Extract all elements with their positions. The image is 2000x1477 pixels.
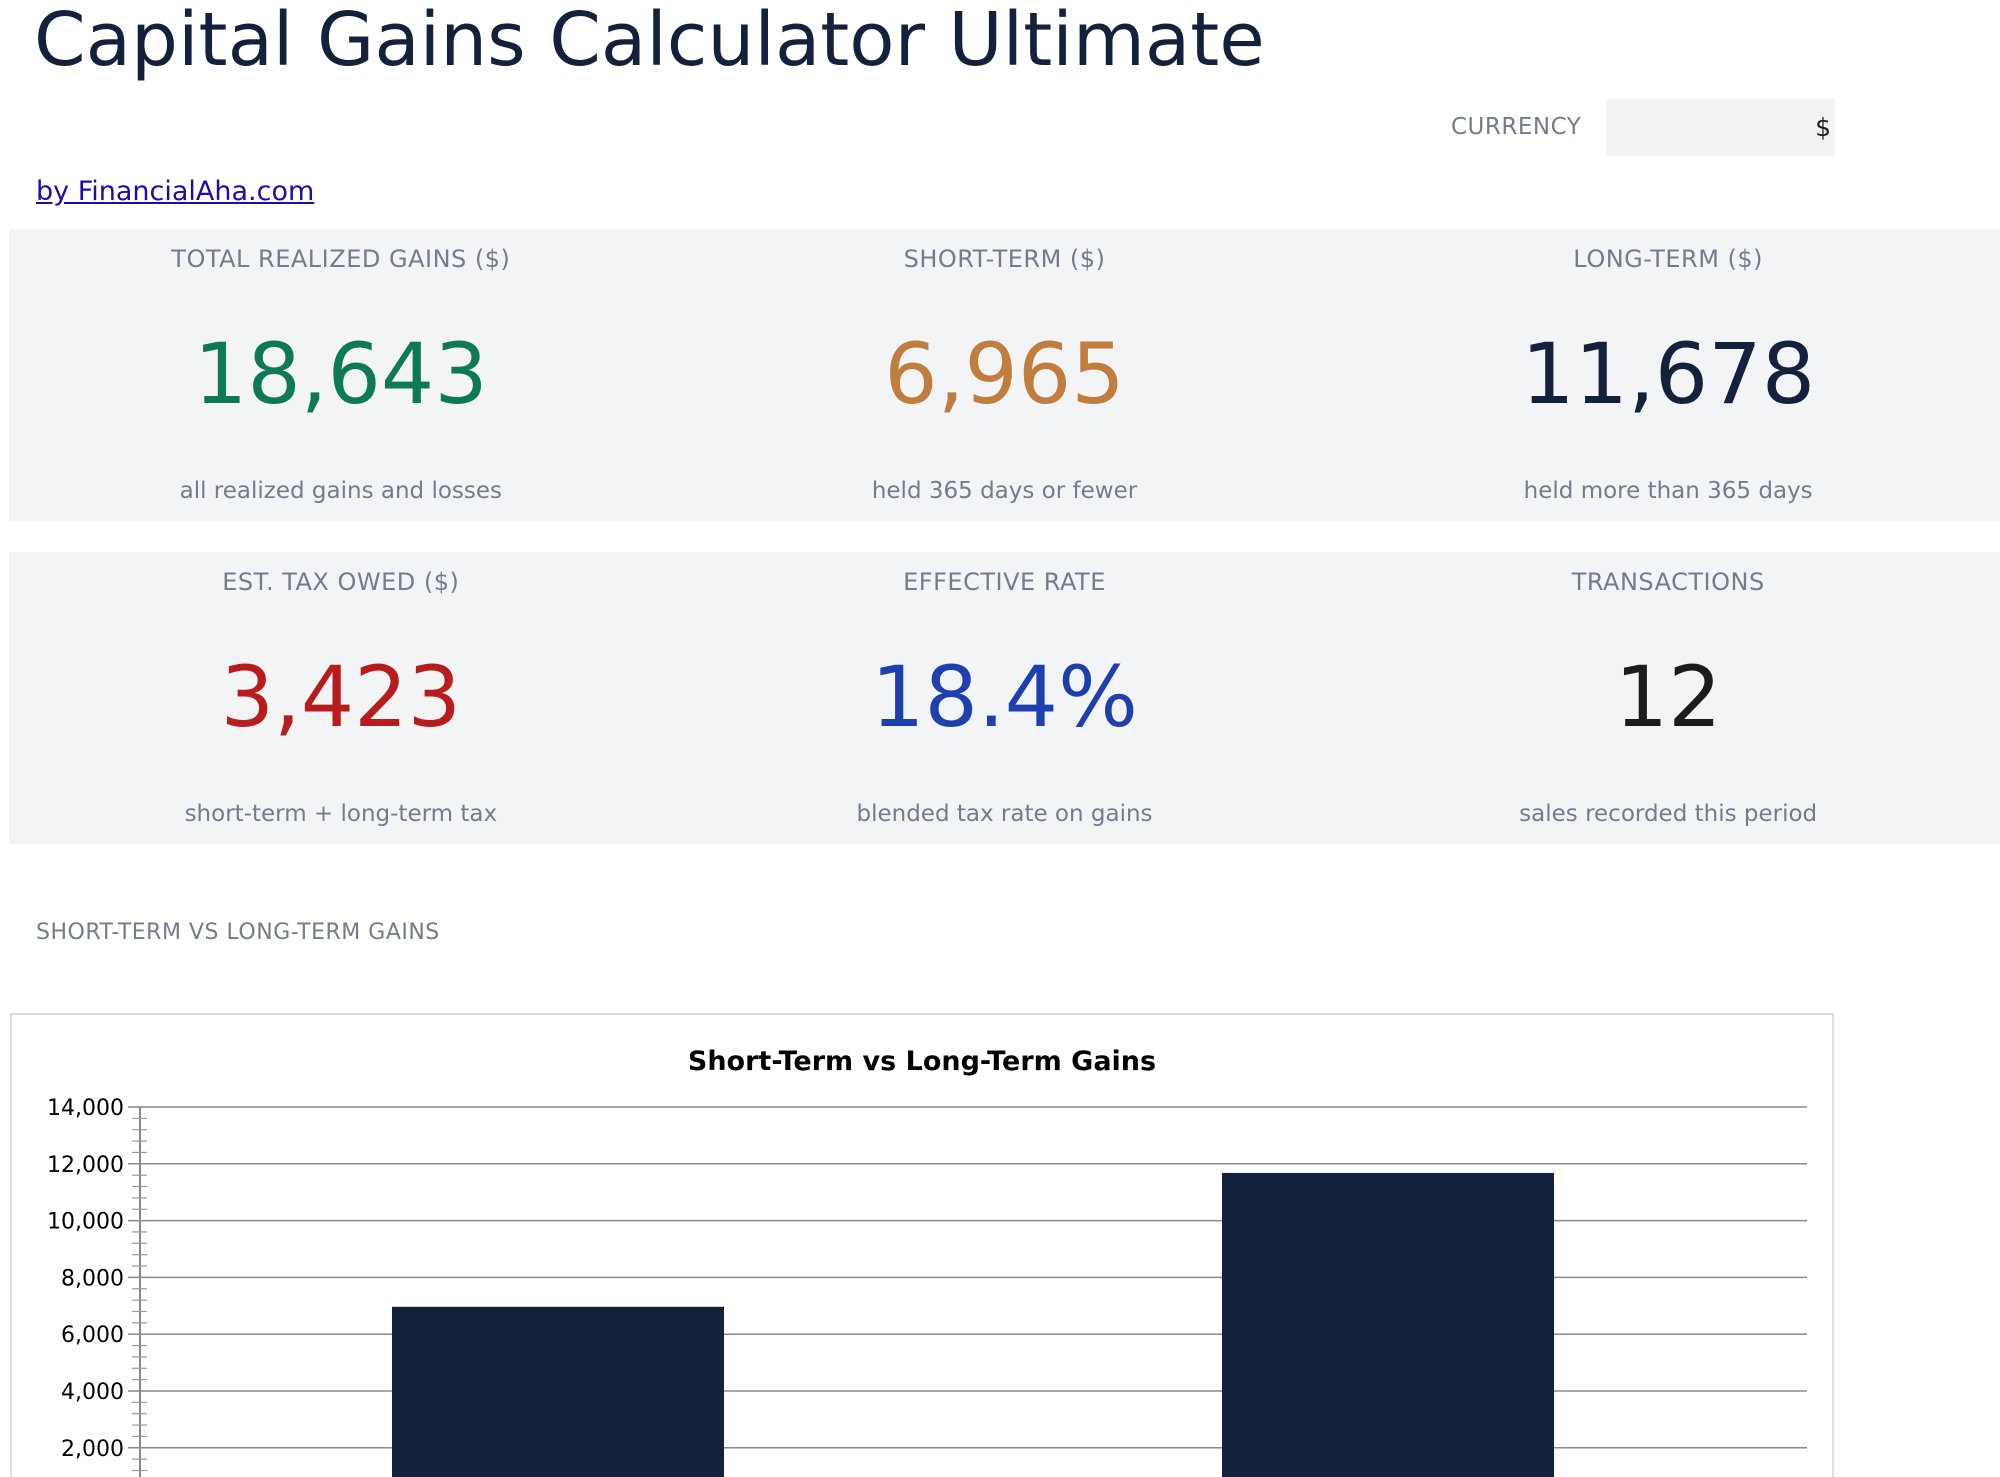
summary-row-tax: EST. TAX OWED ($) 3,423 short-term + lon… <box>9 552 2000 844</box>
card-transactions: TRANSACTIONS 12 sales recorded this peri… <box>1336 552 2000 844</box>
page-title: Capital Gains Calculator Ultimate <box>34 0 1265 83</box>
card-long-term: LONG-TERM ($) 11,678 held more than 365 … <box>1336 229 2000 521</box>
card-value: 11,678 <box>1521 325 1816 423</box>
chart-title: Short-Term vs Long-Term Gains <box>688 1046 1156 1077</box>
gains-chart-svg: Short-Term vs Long-Term Gains 2,000 4,000… <box>47 1046 1807 1477</box>
y-tick-label: 12,000 <box>47 1153 124 1178</box>
card-value: 12 <box>1614 648 1722 746</box>
card-short-term: SHORT-TERM ($) 6,965 held 365 days or fe… <box>673 229 1337 521</box>
card-subtext: all realized gains and losses <box>179 478 503 504</box>
summary-row-gains: TOTAL REALIZED GAINS ($) 18,643 all real… <box>9 229 2000 521</box>
y-tick-label: 14,000 <box>47 1096 124 1121</box>
card-value: 3,423 <box>220 648 462 746</box>
card-value: 6,965 <box>884 325 1125 423</box>
bar-short-term <box>392 1306 724 1477</box>
card-label: SHORT-TERM ($) <box>903 245 1106 273</box>
currency-label: CURRENCY <box>1451 114 1582 140</box>
bar-long-term <box>1222 1172 1554 1477</box>
card-label: LONG-TERM ($) <box>1573 245 1764 273</box>
y-tick-label: 10,000 <box>47 1210 124 1235</box>
card-subtext: held more than 365 days <box>1523 478 1813 504</box>
card-effective-rate: EFFECTIVE RATE 18.4% blended tax rate on… <box>673 552 1337 844</box>
card-subtext: blended tax rate on gains <box>856 801 1153 827</box>
card-est-tax-owed: EST. TAX OWED ($) 3,423 short-term + lon… <box>9 552 673 844</box>
card-subtext: held 365 days or fewer <box>871 478 1138 504</box>
card-total-realized-gains: TOTAL REALIZED GAINS ($) 18,643 all real… <box>9 229 673 521</box>
card-value: 18,643 <box>193 325 488 423</box>
y-tick-label: 2,000 <box>61 1437 124 1462</box>
y-tick-label: 6,000 <box>61 1323 124 1348</box>
card-subtext: sales recorded this period <box>1519 801 1818 827</box>
byline-link[interactable]: by FinancialAha.com <box>36 176 315 207</box>
y-tick-label: 8,000 <box>61 1266 124 1291</box>
card-label: EFFECTIVE RATE <box>903 568 1106 596</box>
card-label: TRANSACTIONS <box>1571 568 1765 596</box>
gains-chart: Short-Term vs Long-Term Gains 2,000 4,000… <box>10 1013 1834 1477</box>
y-tick-label: 4,000 <box>61 1380 124 1405</box>
card-subtext: short-term + long-term tax <box>184 801 498 827</box>
currency-input[interactable] <box>1606 99 1835 156</box>
card-label: EST. TAX OWED ($) <box>222 568 460 596</box>
chart-section-title: SHORT-TERM VS LONG-TERM GAINS <box>36 920 440 945</box>
card-label: TOTAL REALIZED GAINS ($) <box>171 245 511 273</box>
card-value: 18.4% <box>871 648 1138 746</box>
